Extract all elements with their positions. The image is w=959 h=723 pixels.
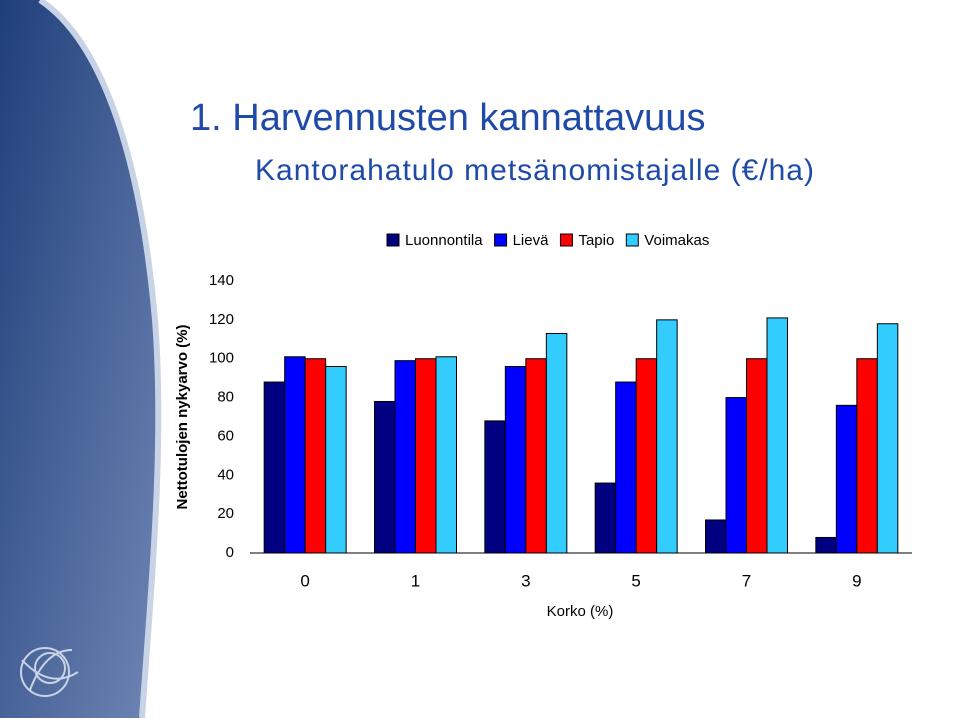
bar — [284, 356, 306, 554]
bar — [725, 397, 747, 554]
legend-swatch — [386, 233, 400, 247]
bar — [615, 381, 637, 554]
bar — [394, 360, 416, 554]
bar — [815, 536, 837, 554]
bar — [435, 356, 457, 554]
y-tick-label: 60 — [217, 427, 234, 444]
y-tick-label: 0 — [226, 544, 234, 561]
y-tick-label: 140 — [209, 272, 234, 289]
legend-swatch — [625, 233, 639, 247]
bar — [504, 365, 527, 554]
bar — [325, 365, 347, 554]
bar — [525, 358, 547, 554]
y-tick-label: 100 — [209, 350, 234, 367]
subtitle: Kantorahatulo metsänomistajalle (€/ha) — [255, 154, 815, 187]
y-tick-label: 120 — [209, 311, 234, 328]
bar — [656, 319, 678, 554]
bar — [856, 358, 878, 554]
x-tick-label: 5 — [631, 571, 640, 590]
x-axis-label: Korko (%) — [547, 603, 614, 620]
bar — [835, 404, 858, 554]
bar — [415, 358, 437, 554]
bar — [635, 358, 658, 554]
x-tick-label: 7 — [742, 571, 751, 590]
bar — [263, 381, 286, 554]
bar — [545, 332, 568, 554]
bar — [304, 358, 327, 554]
bar — [766, 317, 788, 554]
bar — [876, 323, 899, 554]
y-tick-label: 20 — [217, 505, 234, 522]
y-tick-label: 80 — [217, 389, 234, 406]
legend-swatch — [494, 233, 508, 247]
logo — [20, 647, 79, 697]
legend-label: Voimakas — [644, 232, 709, 249]
decor-stripe — [38, 0, 162, 719]
y-axis-label: Nettotulojen nykyarvo (%) — [174, 324, 191, 509]
x-tick-label: 0 — [300, 571, 309, 590]
legend-label: Tapio — [578, 232, 614, 249]
legend-label: Luonnontila — [405, 232, 483, 249]
bar — [374, 400, 396, 554]
decor-band — [0, 0, 159, 718]
bar — [594, 482, 617, 554]
x-tick-label: 3 — [521, 571, 530, 590]
bar — [746, 358, 768, 554]
bar — [484, 420, 506, 554]
x-tick-label: 1 — [411, 571, 420, 590]
bar — [705, 519, 727, 554]
x-tick-label: 9 — [852, 571, 861, 590]
y-tick-label: 40 — [217, 466, 234, 483]
legend-label: Lievä — [513, 232, 550, 249]
legend-swatch — [559, 233, 573, 247]
title: 1. Harvennusten kannattavuus — [190, 97, 705, 139]
